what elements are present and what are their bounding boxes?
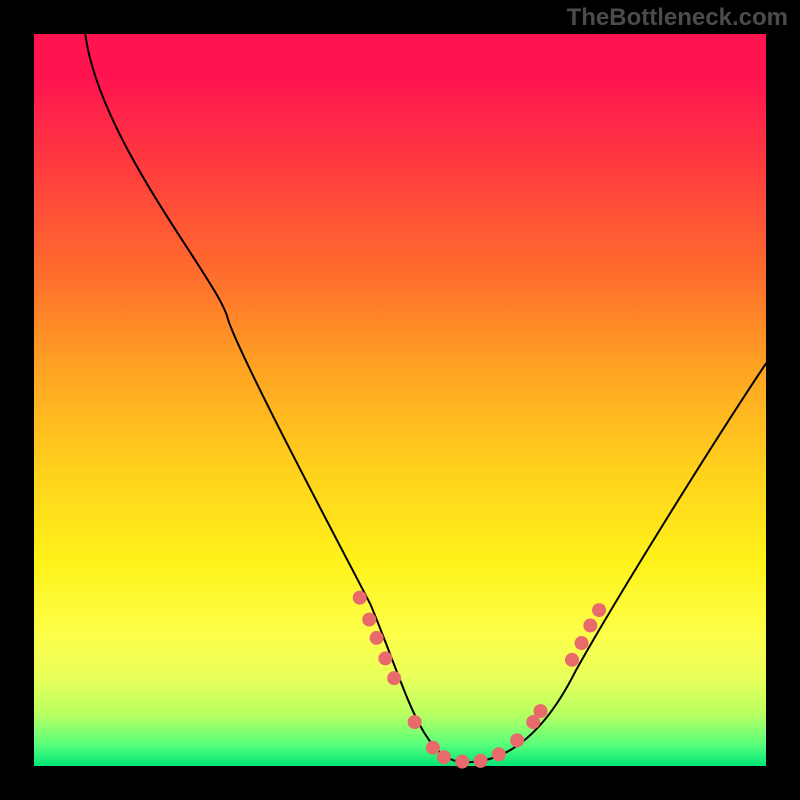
chart-stage: TheBottleneck.com xyxy=(0,0,800,800)
curve-dots xyxy=(353,591,606,769)
data-point xyxy=(437,750,451,764)
data-point xyxy=(362,613,376,627)
bottleneck-curve xyxy=(85,34,766,762)
data-point xyxy=(387,671,401,685)
data-point xyxy=(353,591,367,605)
chart-svg xyxy=(0,0,800,800)
data-point xyxy=(492,747,506,761)
data-point xyxy=(378,651,392,665)
data-point xyxy=(592,603,606,617)
data-point xyxy=(534,704,548,718)
data-point xyxy=(370,631,384,645)
data-point xyxy=(455,755,469,769)
data-point xyxy=(575,636,589,650)
data-point xyxy=(510,733,524,747)
data-point xyxy=(408,715,422,729)
data-point xyxy=(474,754,488,768)
data-point xyxy=(565,653,579,667)
data-point xyxy=(583,618,597,632)
data-point xyxy=(426,741,440,755)
